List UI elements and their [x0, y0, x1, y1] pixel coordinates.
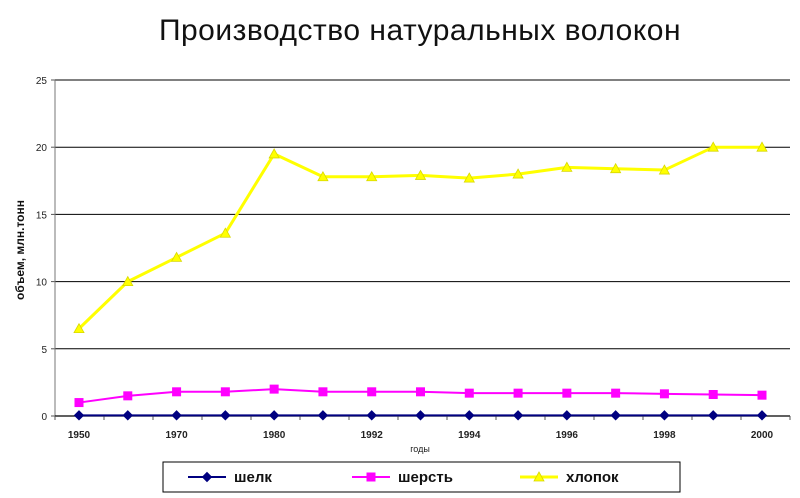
y-tick-label: 0 [41, 412, 47, 423]
data-point [74, 398, 84, 408]
data-point [367, 387, 377, 397]
y-tick-label: 25 [36, 76, 48, 87]
data-point [512, 410, 524, 421]
chart-title: Производство натуральных волокон [158, 14, 682, 47]
data-point [464, 388, 474, 398]
legend-label: шелк [234, 469, 272, 486]
legend: шелк шерсть хлопок [162, 461, 681, 493]
tick-labels: 0 5 10 15 20 25 1950 1970 1980 1992 1994 1996 1998 20… [36, 76, 774, 441]
data-point [611, 388, 621, 398]
y-tick-label: 20 [36, 143, 48, 154]
data-point [220, 387, 230, 397]
data-point [416, 387, 425, 397]
legend-box [162, 461, 681, 493]
series-triangle [73, 141, 768, 334]
data-point [463, 172, 475, 183]
data-point [659, 410, 670, 421]
x-tick-label: 1970 [165, 430, 188, 441]
data-point [172, 387, 182, 397]
data-point [268, 410, 280, 421]
data-point [756, 410, 768, 421]
data-point [123, 391, 133, 401]
data-point [366, 410, 377, 421]
data-point [464, 410, 475, 421]
data-point [414, 169, 427, 180]
y-tick-label: 15 [36, 210, 48, 221]
y-tick-label: 10 [36, 278, 48, 289]
x-tick-label: 1980 [263, 430, 286, 441]
series-square [74, 384, 767, 408]
legend-label: хлопок [566, 469, 619, 486]
data-point [609, 162, 622, 174]
data-point [318, 387, 328, 397]
y-axis-title: объем, млн.тонн [13, 200, 27, 300]
data-point [317, 170, 329, 182]
data-point [561, 410, 573, 421]
data-point [610, 410, 621, 421]
data-point [707, 141, 719, 152]
data-point [317, 410, 329, 421]
data-point [219, 227, 232, 238]
data-point [268, 148, 280, 159]
data-point [122, 275, 134, 287]
data-point [220, 410, 231, 421]
data-point [366, 170, 378, 182]
axes [51, 79, 791, 420]
data-point [171, 410, 182, 421]
data-point [658, 164, 671, 175]
legend-label: шерсть [398, 469, 453, 486]
data-point [562, 388, 572, 398]
data-point [659, 389, 669, 399]
legend-marker [533, 471, 545, 482]
legend-marker [366, 472, 376, 482]
data-point [415, 410, 426, 421]
series-diamond [73, 410, 768, 421]
data-point [756, 141, 768, 152]
series-lines [73, 141, 768, 421]
x-tick-label: 1998 [653, 430, 676, 441]
data-point [512, 168, 524, 179]
data-point [708, 389, 718, 399]
x-axis-title: годы [410, 444, 430, 454]
data-point [561, 161, 573, 172]
data-point [269, 384, 279, 394]
data-point [513, 388, 523, 398]
x-tick-label: 1996 [556, 430, 579, 441]
x-tick-label: 1992 [361, 430, 384, 441]
data-point [170, 251, 183, 262]
y-tick-label: 5 [41, 345, 47, 356]
data-point [708, 410, 719, 421]
x-tick-label: 2000 [751, 430, 774, 441]
data-point [757, 390, 767, 400]
x-tick-label: 1994 [458, 430, 481, 441]
data-point [122, 410, 133, 421]
grid-lines [55, 79, 790, 350]
data-point [73, 322, 85, 334]
x-tick-label: 1950 [68, 430, 91, 441]
legend-marker [201, 471, 213, 483]
data-point [73, 410, 85, 421]
